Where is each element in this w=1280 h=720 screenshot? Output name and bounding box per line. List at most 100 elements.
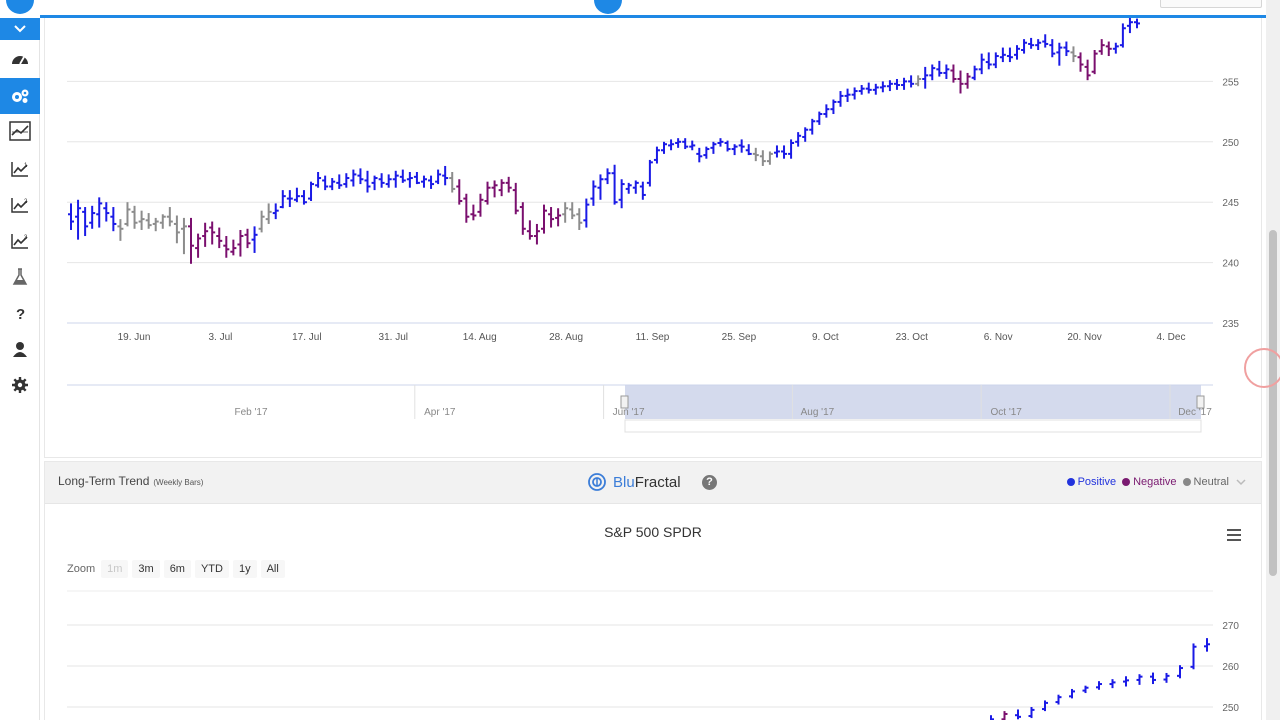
- ohlc-bar: [300, 190, 307, 205]
- navigator-label: Dec '17: [1178, 407, 1212, 418]
- ohlc-bar: [759, 150, 766, 166]
- y-tick-label: 250: [1222, 138, 1239, 149]
- zoom-all-button[interactable]: All: [260, 560, 285, 578]
- chevron-down-icon[interactable]: [0, 18, 40, 40]
- flask-icon[interactable]: [0, 260, 40, 294]
- ohlc-bar: [611, 164, 618, 205]
- panel-subtitle: (Weekly Bars): [153, 478, 204, 487]
- ohlc-bar: [286, 190, 293, 208]
- ohlc-bar: [886, 80, 893, 92]
- ohlc-bar: [990, 715, 994, 720]
- ohlc-bar: [661, 141, 668, 154]
- ohlc-bar: [336, 174, 343, 189]
- trend-2-icon[interactable]: 2: [0, 188, 40, 222]
- ohlc-bar: [1001, 711, 1008, 720]
- sidebar: 1 2 3 ?: [0, 18, 40, 720]
- chevron-down-icon[interactable]: [1235, 478, 1247, 486]
- legend-neutral[interactable]: Neutral: [1182, 476, 1229, 488]
- ohlc-bar: [216, 227, 223, 249]
- ohlc-bar: [392, 170, 399, 188]
- blufractal-brand: Blu Fractal: [588, 473, 681, 491]
- y-tick-label: 255: [1222, 77, 1239, 88]
- settings-gears-icon[interactable]: [0, 78, 40, 114]
- panel-title: Long-Term Trend (Weekly Bars): [58, 474, 203, 488]
- ohlc-bar: [1084, 59, 1091, 81]
- ohlc-bar: [484, 181, 491, 205]
- ohlc-bar: [202, 222, 209, 247]
- navigator-handle-right[interactable]: [1196, 395, 1205, 409]
- ohlc-bar: [209, 221, 216, 245]
- navigator-scrollbar[interactable]: [624, 419, 1202, 433]
- help-icon[interactable]: ?: [0, 296, 40, 330]
- navigator-selection[interactable]: [625, 385, 1201, 419]
- ohlc-bar: [929, 64, 936, 81]
- legend-dot-positive: [1066, 478, 1075, 486]
- app-logo-icon[interactable]: [6, 0, 34, 14]
- ohlc-bar: [223, 236, 230, 258]
- ohlc-bar: [1123, 676, 1129, 687]
- navigator-handle-left[interactable]: [620, 395, 629, 409]
- ohlc-bar: [865, 82, 872, 94]
- help-icon[interactable]: ?: [702, 475, 717, 490]
- navigator-label: Apr '17: [424, 407, 456, 418]
- dashboard-icon[interactable]: [0, 42, 40, 76]
- zoom-1m-button[interactable]: 1m: [101, 560, 129, 578]
- medium-term-chart-panel: 235 240 245 250 255 19. Jun 3. Jul 17. Jul 31. …: [44, 17, 1263, 458]
- ohlc-bar: [406, 172, 413, 188]
- trend-1-icon[interactable]: 1: [0, 152, 40, 186]
- ohlc-bar: [1021, 39, 1028, 54]
- zoom-6m-button[interactable]: 6m: [163, 560, 191, 578]
- x-tick-label: 9. Oct: [812, 332, 839, 343]
- navigator-label: Jun '17: [613, 407, 645, 418]
- ohlc-bar: [675, 138, 682, 148]
- hamburger-menu-icon[interactable]: [1227, 529, 1241, 541]
- ohlc-bar: [964, 72, 971, 89]
- ohlc-bar: [590, 180, 597, 206]
- legend-negative[interactable]: Negative: [1122, 476, 1177, 488]
- zoom-3m-button[interactable]: 3m: [132, 560, 160, 578]
- ohlc-bar: [498, 179, 505, 197]
- ohlc-bar: [293, 187, 300, 203]
- legend-positive[interactable]: Positive: [1066, 476, 1116, 488]
- ohlc-bar: [950, 64, 957, 83]
- chart-line-icon[interactable]: [0, 114, 40, 148]
- legend-dot-negative: [1122, 478, 1131, 486]
- ohlc-bar: [385, 174, 392, 188]
- ohlc-bar: [936, 60, 943, 77]
- ohlc-bar: [96, 197, 103, 228]
- ohlc-bar: [540, 204, 547, 234]
- cursor-highlight: [1244, 348, 1280, 388]
- y-tick-label: 245: [1222, 198, 1239, 209]
- ohlc-bar: [315, 172, 322, 188]
- svg-text:?: ?: [16, 306, 25, 322]
- scrollbar-thumb[interactable]: [1269, 230, 1277, 576]
- gear-icon[interactable]: [0, 368, 40, 402]
- ohlc-bar: [1098, 39, 1105, 55]
- ohlc-bar: [1063, 41, 1070, 57]
- price-chart-top[interactable]: 235 240 245 250 255 19. Jun 3. Jul 17. Jul 31. …: [45, 17, 1263, 458]
- ohlc-bar: [1049, 39, 1056, 58]
- user-icon[interactable]: [0, 332, 40, 366]
- trend-3-icon[interactable]: 3: [0, 224, 40, 258]
- ohlc-bar: [908, 75, 915, 88]
- ohlc-bar: [738, 139, 745, 153]
- ohlc-bar: [251, 226, 258, 253]
- ohlc-bar: [533, 223, 540, 245]
- zoom-label: Zoom: [67, 563, 96, 575]
- x-tick-label: 23. Oct: [896, 332, 928, 343]
- ohlc-bar: [159, 214, 166, 229]
- ohlc-bar: [773, 145, 780, 158]
- ohlc-bar: [279, 190, 286, 209]
- zoom-1y-button[interactable]: 1y: [232, 560, 257, 578]
- ohlc-bar: [1028, 707, 1035, 719]
- x-tick-label: 19. Jun: [118, 332, 151, 343]
- ohlc-bar: [809, 118, 816, 135]
- ohlc-bar: [893, 78, 900, 90]
- ohlc-bar: [915, 75, 922, 87]
- time-display: [1160, 0, 1262, 8]
- ohlc-bar: [244, 228, 251, 249]
- zoom-ytd-button[interactable]: YTD: [194, 560, 229, 578]
- ohlc-bar: [1091, 49, 1098, 75]
- ohlc-bar: [802, 127, 809, 142]
